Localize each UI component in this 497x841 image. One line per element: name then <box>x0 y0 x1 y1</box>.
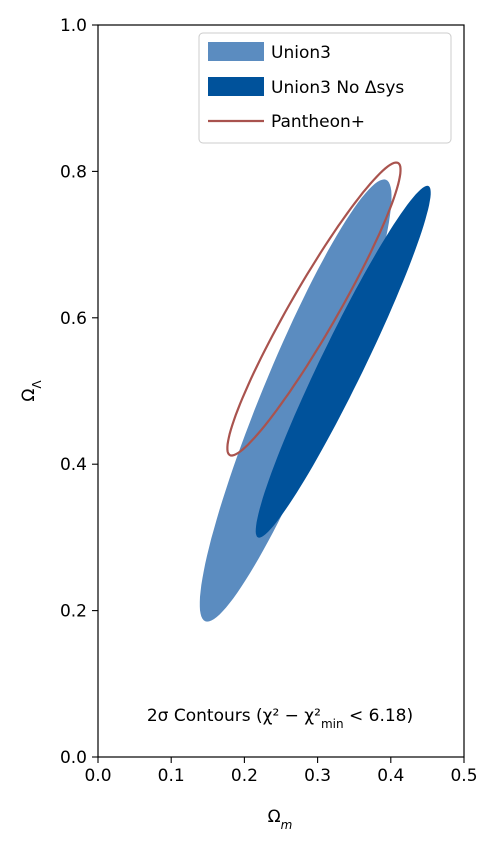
y-tick-label: 1.0 <box>60 16 87 36</box>
legend-label-union3-no-dsys: Union3 No Δsys <box>271 78 404 98</box>
legend-label-union3: Union3 <box>271 43 331 63</box>
x-tick-label: 0.1 <box>158 766 185 786</box>
x-tick-label: 0.5 <box>450 766 477 786</box>
y-axis-label: ΩΛ <box>19 380 44 402</box>
contour-annotation: 2σ Contours (χ² − χ²min < 6.18) <box>147 706 413 731</box>
x-tick-label: 0.3 <box>304 766 331 786</box>
contour-pantheon-plus <box>226 161 402 457</box>
x-tick-label: 0.4 <box>377 766 404 786</box>
y-tick-label: 0.2 <box>60 602 87 622</box>
legend-swatch-union3 <box>208 42 264 61</box>
x-tick-label: 0.0 <box>84 766 111 786</box>
contour-union3 <box>199 179 392 622</box>
y-tick-label: 0.6 <box>60 309 87 329</box>
x-axis-label: Ωm <box>268 807 293 832</box>
contour-layer <box>199 161 431 622</box>
y-tick-label: 0.4 <box>60 455 87 475</box>
y-tick-label: 0.0 <box>60 748 87 768</box>
x-axis-ticks: 0.0 0.1 0.2 0.3 0.4 0.5 <box>84 757 478 786</box>
legend: Union3 Union3 No Δsys Pantheon+ <box>198 32 452 144</box>
y-axis-ticks: 0.0 0.2 0.4 0.6 0.8 1.0 <box>60 16 98 768</box>
y-tick-label: 0.8 <box>60 162 87 182</box>
legend-swatch-union3-no-dsys <box>208 77 264 96</box>
axes-frame <box>97 24 465 758</box>
contour-union3-no-dsys <box>255 185 431 538</box>
legend-label-pantheon-plus: Pantheon+ <box>271 112 365 132</box>
x-tick-label: 0.2 <box>231 766 258 786</box>
